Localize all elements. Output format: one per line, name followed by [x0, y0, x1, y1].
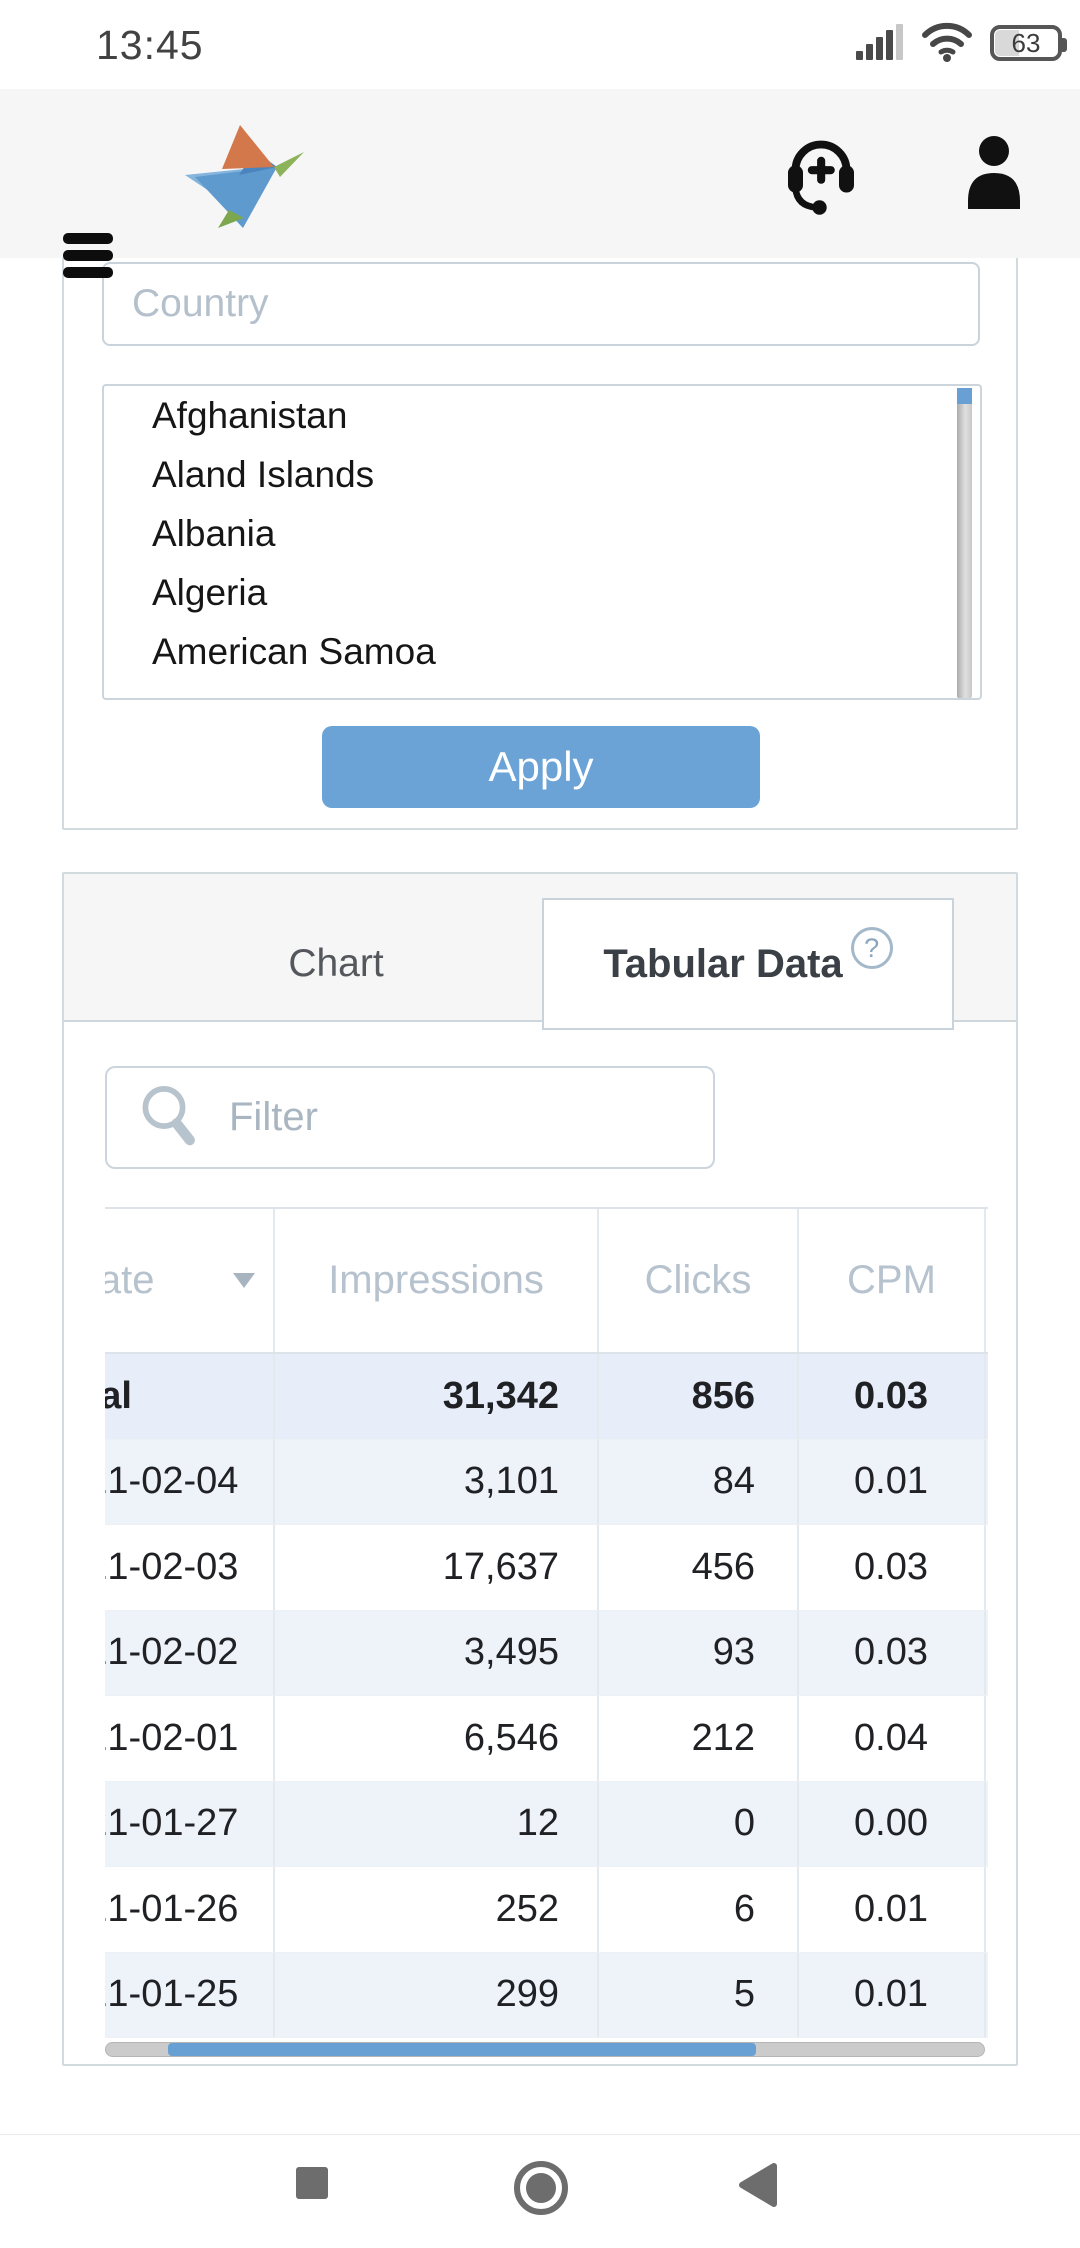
column-header-impressions[interactable]: Impressions [275, 1209, 599, 1352]
table-filter-input[interactable]: Filter [105, 1066, 715, 1169]
tab-chart[interactable]: Chart [288, 942, 384, 985]
tab-tabular-data[interactable]: Tabular Data ? [542, 898, 954, 1030]
column-header-date[interactable]: Date [105, 1209, 275, 1352]
app-header [0, 89, 1080, 278]
table-row-total[interactable]: Total 31,342 856 0.03 [105, 1354, 988, 1440]
list-item-country[interactable]: Albania [152, 512, 276, 554]
back-triangle-icon[interactable] [738, 2162, 778, 2213]
battery-percent: 63 [1011, 27, 1041, 58]
search-icon [142, 1085, 195, 1145]
list-item-country[interactable]: Afghanistan [152, 394, 348, 436]
android-nav-bar [0, 2134, 1080, 2248]
list-item-country[interactable]: Aland Islands [152, 453, 375, 495]
account-person-icon[interactable] [966, 135, 1022, 214]
list-scrollbar-thumb[interactable] [957, 388, 972, 404]
home-circle-icon[interactable] [512, 2159, 570, 2222]
table-header-row: Date Impressions Clicks CPM [105, 1207, 988, 1354]
list-scrollbar-track[interactable] [957, 388, 972, 698]
country-filter-card: Country Afghanistan Aland Islands Albani… [62, 170, 1018, 830]
recents-square-icon[interactable] [296, 2167, 328, 2199]
battery-icon: 63 [990, 25, 1067, 61]
list-item-country[interactable]: Algeria [152, 571, 268, 613]
hamburger-menu-icon[interactable] [63, 233, 113, 281]
column-header-clicks[interactable]: Clicks [599, 1209, 799, 1352]
table-row[interactable]: 2021-01-25 299 5 0.01 [105, 1952, 988, 2038]
table-hscrollbar-track[interactable] [105, 2042, 985, 2057]
table-scroll-viewport[interactable]: Date Impressions Clicks CPM Total 31,342… [105, 1207, 988, 2041]
list-item-country[interactable]: American Samoa [152, 630, 436, 672]
column-header-cpm[interactable]: CPM [799, 1209, 986, 1352]
report-card: Chart Tabular Data ? Filter Date [62, 872, 1018, 2066]
tab-bar: Chart Tabular Data ? [64, 874, 1016, 1030]
status-bar: 13:45 63 [0, 0, 1080, 89]
apply-button[interactable]: Apply [322, 726, 760, 808]
help-icon[interactable]: ? [850, 927, 893, 969]
country-listbox[interactable]: Afghanistan Aland Islands Albania Algeri… [102, 384, 982, 700]
app-logo-bird-icon[interactable] [183, 125, 307, 234]
country-placeholder: Country [132, 282, 269, 325]
table-row[interactable]: 2021-01-26 252 6 0.01 [105, 1867, 988, 1953]
table-row[interactable]: 2021-02-03 17,637 456 0.03 [105, 1525, 988, 1611]
country-search-input[interactable]: Country [102, 262, 980, 346]
table-row[interactable]: 2021-02-01 6,546 212 0.04 [105, 1696, 988, 1782]
table-row[interactable]: 2021-01-27 12 0 0.00 [105, 1781, 988, 1867]
cell-signal-icon [856, 24, 908, 60]
battery-fill [995, 30, 1019, 56]
wifi-icon [922, 22, 972, 67]
clock: 13:45 [96, 22, 204, 68]
sort-caret-icon [233, 1273, 255, 1288]
filter-placeholder: Filter [229, 1095, 318, 1139]
table-row[interactable]: 2021-02-04 3,101 84 0.01 [105, 1439, 988, 1525]
table-row[interactable]: 2021-02-02 3,495 93 0.03 [105, 1610, 988, 1696]
stats-table: Date Impressions Clicks CPM Total 31,342… [105, 1207, 988, 2038]
table-hscrollbar-thumb[interactable] [168, 2043, 756, 2056]
support-headset-icon[interactable] [782, 131, 860, 220]
